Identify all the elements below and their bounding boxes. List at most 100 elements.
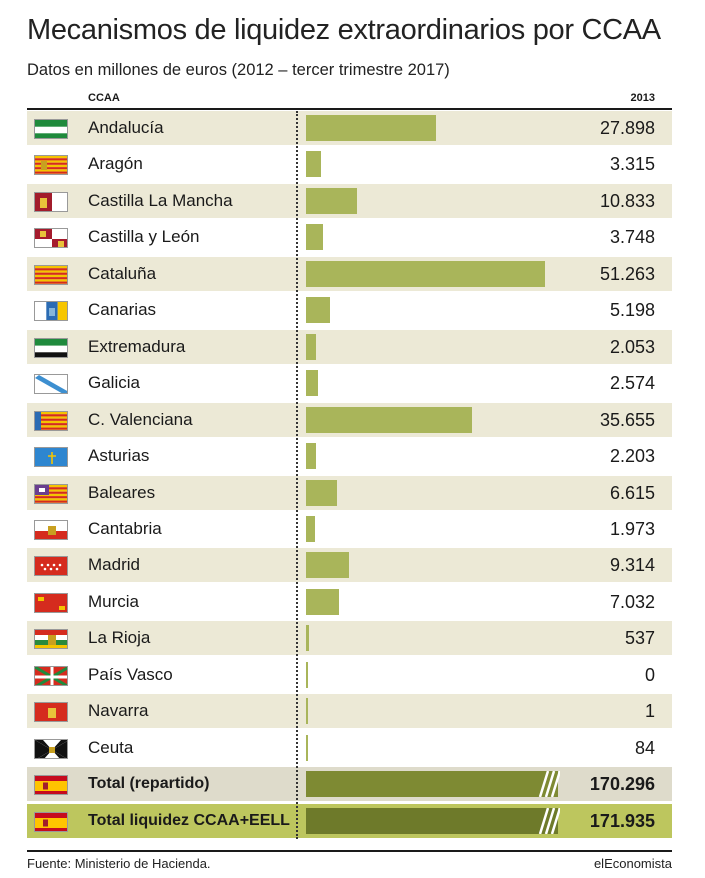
table-row: Murcia 7.032	[27, 585, 672, 619]
data-label: 537	[624, 628, 655, 649]
bottom-rule	[27, 850, 672, 852]
category-label: Madrid	[88, 555, 140, 575]
murcia-flag	[34, 592, 68, 613]
data-label: 2.053	[609, 336, 655, 357]
table-row: Cataluña 51.263	[27, 256, 672, 291]
table-row: Canarias 5.198	[27, 293, 672, 327]
table-row: Castilla La Mancha 10.833	[27, 183, 672, 218]
asturias-flag	[34, 447, 68, 468]
canarias-flag	[34, 301, 68, 322]
bar	[306, 333, 316, 360]
table-row: Galicia 2.574	[27, 366, 672, 400]
data-label: 7.032	[609, 591, 655, 612]
la-rioja-flag	[34, 629, 68, 650]
category-label: Baleares	[88, 482, 156, 502]
cataluna-flag	[34, 264, 68, 285]
table-row: Castilla y León 3.748	[27, 220, 672, 254]
bar	[306, 115, 437, 141]
total-bar	[306, 771, 558, 798]
bar	[306, 734, 308, 761]
data-label: 84	[634, 737, 655, 758]
total-label: Total (repartido)	[88, 775, 210, 793]
data-label: 6.615	[609, 482, 655, 503]
table-row: Aragón 3.315	[27, 147, 672, 181]
chart-title: Mecanismos de liquidez extraordinarios p…	[27, 14, 661, 46]
data-label: 2.574	[609, 373, 655, 394]
data-label: 3.748	[609, 227, 655, 248]
source-note: Fuente: Ministerio de Hacienda.	[27, 856, 211, 871]
data-label: 2.203	[609, 446, 655, 467]
table-row: Extremadura 2.053	[27, 329, 672, 364]
bar-break-mark	[538, 807, 560, 834]
bar	[306, 479, 337, 506]
bar	[306, 224, 324, 251]
bar	[306, 406, 473, 433]
chart-subtitle: Datos en millones de euros (2012 – terce…	[27, 61, 450, 79]
column-header-year: 2013	[630, 92, 655, 104]
espana-flag	[34, 775, 68, 796]
total-label: Total liquidez CCAA+EELL	[88, 811, 290, 829]
column-divider	[296, 111, 298, 839]
category-label: Asturias	[88, 446, 150, 466]
madrid-flag	[34, 556, 68, 577]
table-row: Andalucía 27.898	[27, 111, 672, 145]
cantabria-flag	[34, 519, 68, 540]
extremadura-flag	[34, 337, 68, 358]
total-row: Total (repartido) 170.296	[27, 767, 672, 802]
table-row: La Rioja 537	[27, 621, 672, 656]
category-label: Andalucía	[88, 118, 164, 137]
category-label: Cantabria	[88, 518, 162, 538]
aragon-flag	[34, 155, 68, 176]
pais-vasco-flag	[34, 665, 68, 686]
category-label: Navarra	[88, 701, 149, 721]
category-label: Canarias	[88, 300, 157, 320]
data-label: 5.198	[609, 300, 655, 321]
bar	[306, 151, 322, 178]
total-value: 171.935	[589, 810, 655, 831]
category-label: C. Valenciana	[88, 409, 193, 429]
bar	[306, 588, 339, 615]
bar	[306, 661, 308, 688]
galicia-flag	[34, 374, 68, 395]
category-label: Aragón	[88, 154, 143, 174]
bar	[306, 187, 357, 214]
bar	[306, 625, 309, 652]
brand-credit: elEconomista	[593, 856, 672, 871]
data-label: 10.833	[599, 190, 655, 211]
table-row: C. Valenciana 35.655	[27, 402, 672, 437]
data-label: 1	[644, 701, 655, 722]
category-label: Extremadura	[88, 336, 186, 356]
bar	[306, 443, 317, 470]
total-row: Total liquidez CCAA+EELL 171.935	[27, 803, 672, 838]
total-bar	[306, 807, 558, 834]
table-row: Cantabria 1.973	[27, 512, 672, 546]
table-row: Baleares 6.615	[27, 475, 672, 510]
table-row: Madrid 9.314	[27, 548, 672, 583]
bar	[306, 552, 350, 579]
bar	[306, 515, 316, 542]
category-label: Castilla y León	[88, 227, 200, 247]
andalucia-flag	[34, 119, 68, 139]
table-row: Navarra 1	[27, 694, 672, 729]
top-rule	[27, 108, 672, 110]
bar-break-mark	[538, 771, 560, 798]
category-label: La Rioja	[88, 628, 151, 648]
data-label: 3.315	[609, 154, 655, 175]
data-label: 1.973	[609, 518, 655, 539]
bar	[306, 698, 308, 725]
bar	[306, 370, 318, 397]
bar	[306, 260, 545, 287]
category-label: Galicia	[88, 373, 140, 393]
table-row: Ceuta 84	[27, 731, 672, 765]
table-row: Asturias 2.203	[27, 439, 672, 473]
data-label: 9.314	[609, 555, 655, 576]
espana-flag	[34, 811, 68, 832]
ceuta-flag	[34, 738, 68, 759]
table-row: País Vasco 0	[27, 658, 672, 692]
data-label: 0	[644, 664, 655, 685]
data-label: 35.655	[599, 409, 655, 430]
total-value: 170.296	[589, 774, 655, 795]
castilla-la-mancha-flag	[34, 191, 68, 212]
category-label: Cataluña	[88, 263, 157, 283]
data-label: 27.898	[599, 118, 655, 138]
